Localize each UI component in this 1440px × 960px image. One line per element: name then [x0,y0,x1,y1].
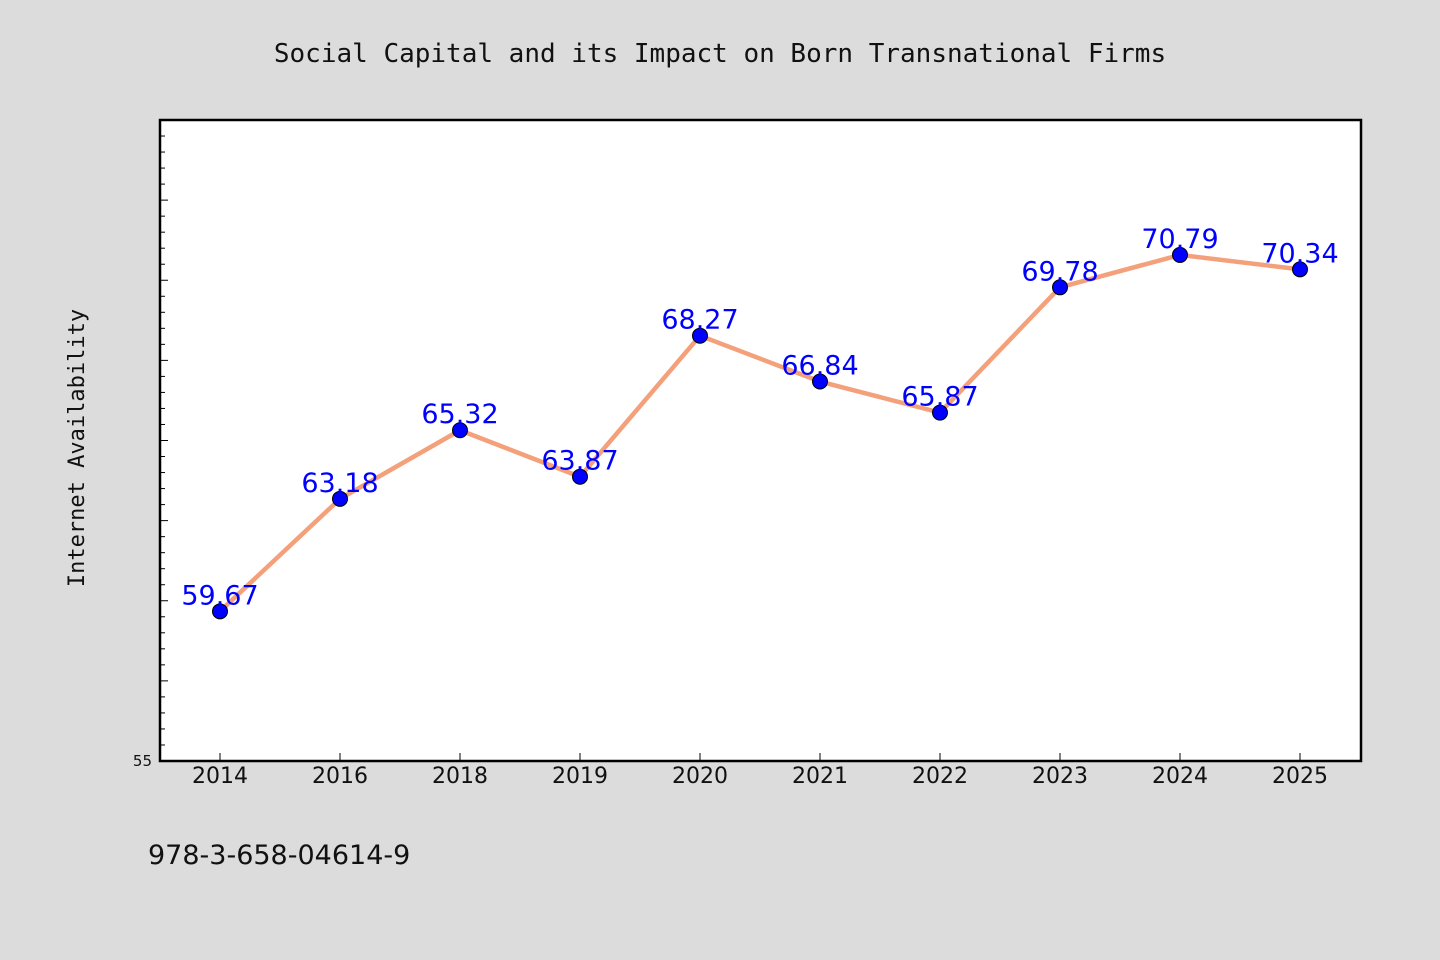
data-point [932,404,948,421]
x-tick-label: 2021 [792,764,848,789]
series-layer: 59.67 63.18 65.32 63.87 68.27 66.84 65.87 69.78… [181,224,1339,620]
x-tick-label: 2018 [432,764,488,789]
data-point [1292,261,1308,278]
x-tick-label: 2014 [192,764,248,789]
data-point [812,373,828,390]
data-point [1052,279,1068,296]
plot-area [158,118,1363,763]
data-point [332,490,348,507]
footer-code: 978-3-658-04614-9 [148,840,410,871]
data-label: 63.87 [541,446,618,477]
data-point [212,603,228,620]
data-point [1172,246,1188,263]
x-tick-label: 2023 [1032,764,1088,789]
x-axis-ticks: 2014 2016 2018 2019 2020 2021 2022 2023 2024 2025 [192,753,1328,789]
data-label: 70.79 [1141,224,1218,255]
chart-title: Social Capital and its Impact on Born Tr… [274,39,1166,69]
data-label: 70.34 [1261,238,1338,269]
data-label: 68.27 [661,305,738,336]
x-tick-label: 2016 [312,764,368,789]
data-label: 59.67 [181,580,258,611]
data-label: 65.87 [901,382,978,413]
data-point [572,468,588,485]
x-tick-label: 2020 [672,764,728,789]
x-tick-label: 2025 [1272,764,1328,789]
x-tick-label: 2019 [552,764,608,789]
y-axis-label: Internet Availability [65,309,90,587]
y-tick-label: 55 [133,752,152,770]
data-label: 65.32 [421,399,498,430]
data-label: 63.18 [301,468,378,499]
x-tick-label: 2022 [912,764,968,789]
data-label: 69.78 [1021,256,1098,287]
data-label: 66.84 [781,351,858,382]
data-point [692,327,708,344]
series-line [217,252,1303,614]
x-tick-label: 2024 [1152,764,1208,789]
data-point [452,422,468,439]
y-axis-ticks: 55 [133,119,168,770]
